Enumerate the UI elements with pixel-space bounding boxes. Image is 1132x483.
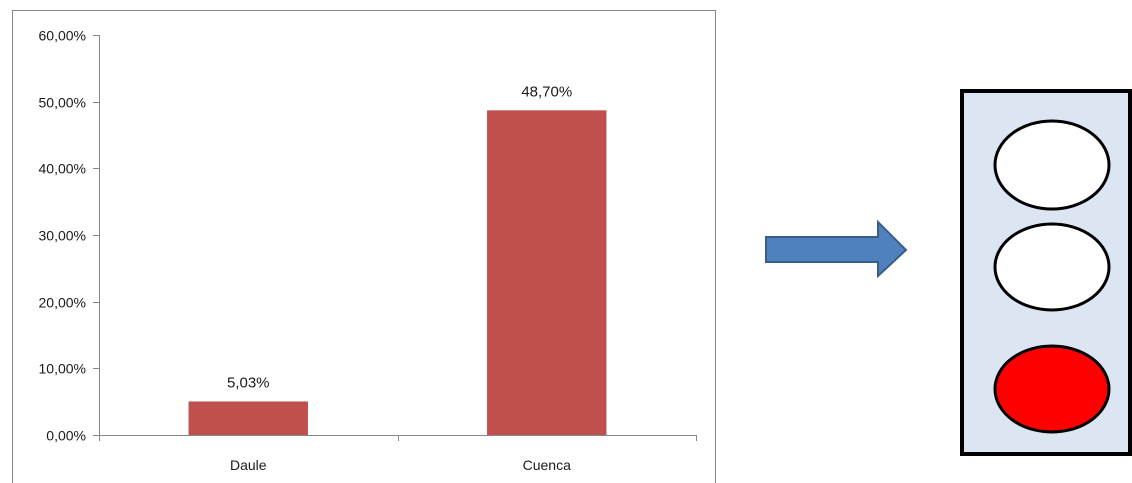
bars [188,110,607,435]
y-tick-label: 30,00% [39,228,86,244]
top-light [993,119,1111,211]
data-labels: 5,03% 48,70% [227,83,572,391]
y-tick-label: 50,00% [39,95,86,111]
middle-light [993,222,1111,312]
x-tick-label: Daule [230,457,267,473]
bar-daule [188,401,308,435]
right-arrow-icon [765,219,908,279]
y-tick-label: 20,00% [39,295,86,311]
bottom-light [993,344,1111,434]
x-tick-label: Cuenca [523,457,571,473]
y-tick-label: 0,00% [46,428,86,444]
bar-cuenca [487,110,607,435]
data-label: 5,03% [227,374,270,391]
traffic-light [960,89,1132,456]
data-label: 48,70% [521,83,572,100]
x-axis-ticks [99,435,697,441]
chart-frame [12,10,716,483]
y-tick-label: 60,00% [39,28,86,44]
y-axis-ticks: 0,00% 10,00% 20,00% 30,00% 40,00% 50,00% 60,00… [39,28,99,444]
bar-chart: 0,00% 10,00% 20,00% 30,00% 40,00% 50,00% 60,00… [39,28,697,473]
x-axis-labels: Daule Cuenca [230,457,571,473]
y-tick-label: 40,00% [39,161,86,177]
y-tick-label: 10,00% [39,361,86,377]
